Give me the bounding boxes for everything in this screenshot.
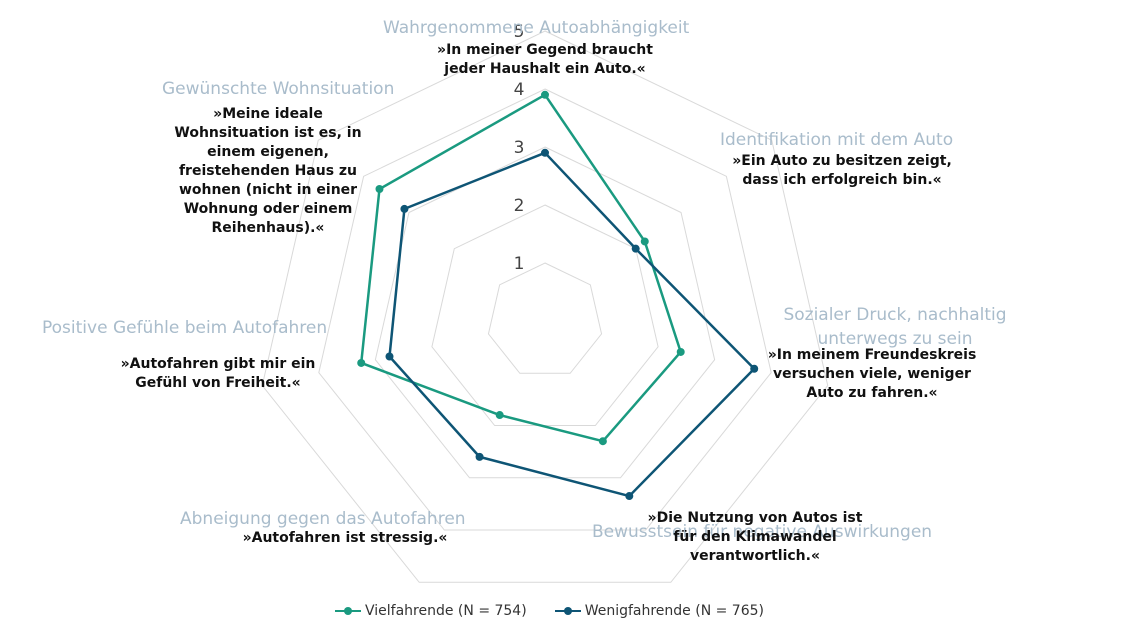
series-0-point-5	[357, 358, 366, 367]
tick-label-2: 2	[514, 196, 525, 216]
grid-ring-5	[261, 30, 829, 583]
category-title-positive-gefuehle: Positive Gefühle beim Autofahren	[42, 318, 328, 338]
category-title-sozialer-druck: Sozialer Druck, nachhaltig unterwegs zu …	[783, 305, 1007, 349]
legend-item-wenigfahrende: Wenigfahrende (N = 765)	[554, 603, 764, 619]
tick-label-1: 1	[514, 254, 525, 274]
series-0-point-0	[541, 90, 549, 99]
legend-swatch-vielfahrende	[335, 605, 361, 617]
category-quote-bewusstsein: »Die Nutzung von Autos ist für den Klima…	[647, 510, 863, 564]
series-1-point-1	[631, 244, 640, 253]
category-title-identifikation: Identifikation mit dem Auto	[720, 130, 954, 150]
category-title-abneigung: Abneigung gegen das Autofahren	[180, 509, 466, 529]
legend-swatch-wenigfahrende	[554, 605, 581, 617]
category-title-bewusstsein: Bewusstsein für negative Auswirkungen	[592, 522, 933, 542]
grid-ring-1	[487, 262, 603, 374]
category-title-autoabhaengigkeit: Wahrgenommene Autoabhängigkeit	[383, 18, 690, 38]
series-1-point-5	[385, 352, 394, 361]
tick-label-3: 3	[514, 138, 525, 158]
series-1-point-6	[400, 204, 409, 213]
legend-label-vielfahrende: Vielfahrende (N = 754)	[365, 603, 527, 619]
legend-label-wenigfahrende: Wenigfahrende (N = 765)	[584, 603, 764, 619]
series-1-point-0	[541, 148, 549, 157]
series-0-point-6	[375, 185, 384, 194]
tick-label-5: 5	[514, 22, 525, 42]
grid-ring-4	[318, 88, 772, 531]
chart-legend: Vielfahrende (N = 754) Wenigfahrende (N …	[335, 603, 792, 619]
series-line-1	[388, 151, 756, 498]
series-line-0	[359, 93, 682, 443]
category-title-wohnsituation: Gewünschte Wohnsituation	[162, 79, 395, 99]
series-1-point-3	[625, 492, 634, 501]
category-quote-sozialer-druck: »In meinem Freundeskreis versuchen viele…	[767, 347, 977, 401]
series-0-point-3	[598, 437, 607, 446]
category-quote-identifikation: »Ein Auto zu besitzen zeigt, dass ich er…	[732, 153, 952, 188]
series-0-point-1	[640, 237, 649, 246]
category-quote-autoabhaengigkeit: »In meiner Gegend braucht jeder Haushalt…	[437, 42, 653, 77]
category-quote-abneigung: »Autofahren ist stressig.«	[242, 530, 448, 546]
grid-ring-3	[374, 146, 716, 479]
series-1-point-2	[750, 364, 759, 373]
category-quote-positive-gefuehle: »Autofahren gibt mir ein Gefühl von Frei…	[120, 356, 316, 391]
series-0-point-2	[676, 347, 685, 356]
category-quote-wohnsituation: »Meine ideale Wohnsituation ist es, in e…	[174, 106, 362, 236]
series-1-point-4	[475, 452, 484, 461]
series-0-point-4	[495, 411, 504, 420]
legend-item-vielfahrende: Vielfahrende (N = 754)	[335, 603, 527, 619]
tick-label-4: 4	[514, 80, 525, 100]
